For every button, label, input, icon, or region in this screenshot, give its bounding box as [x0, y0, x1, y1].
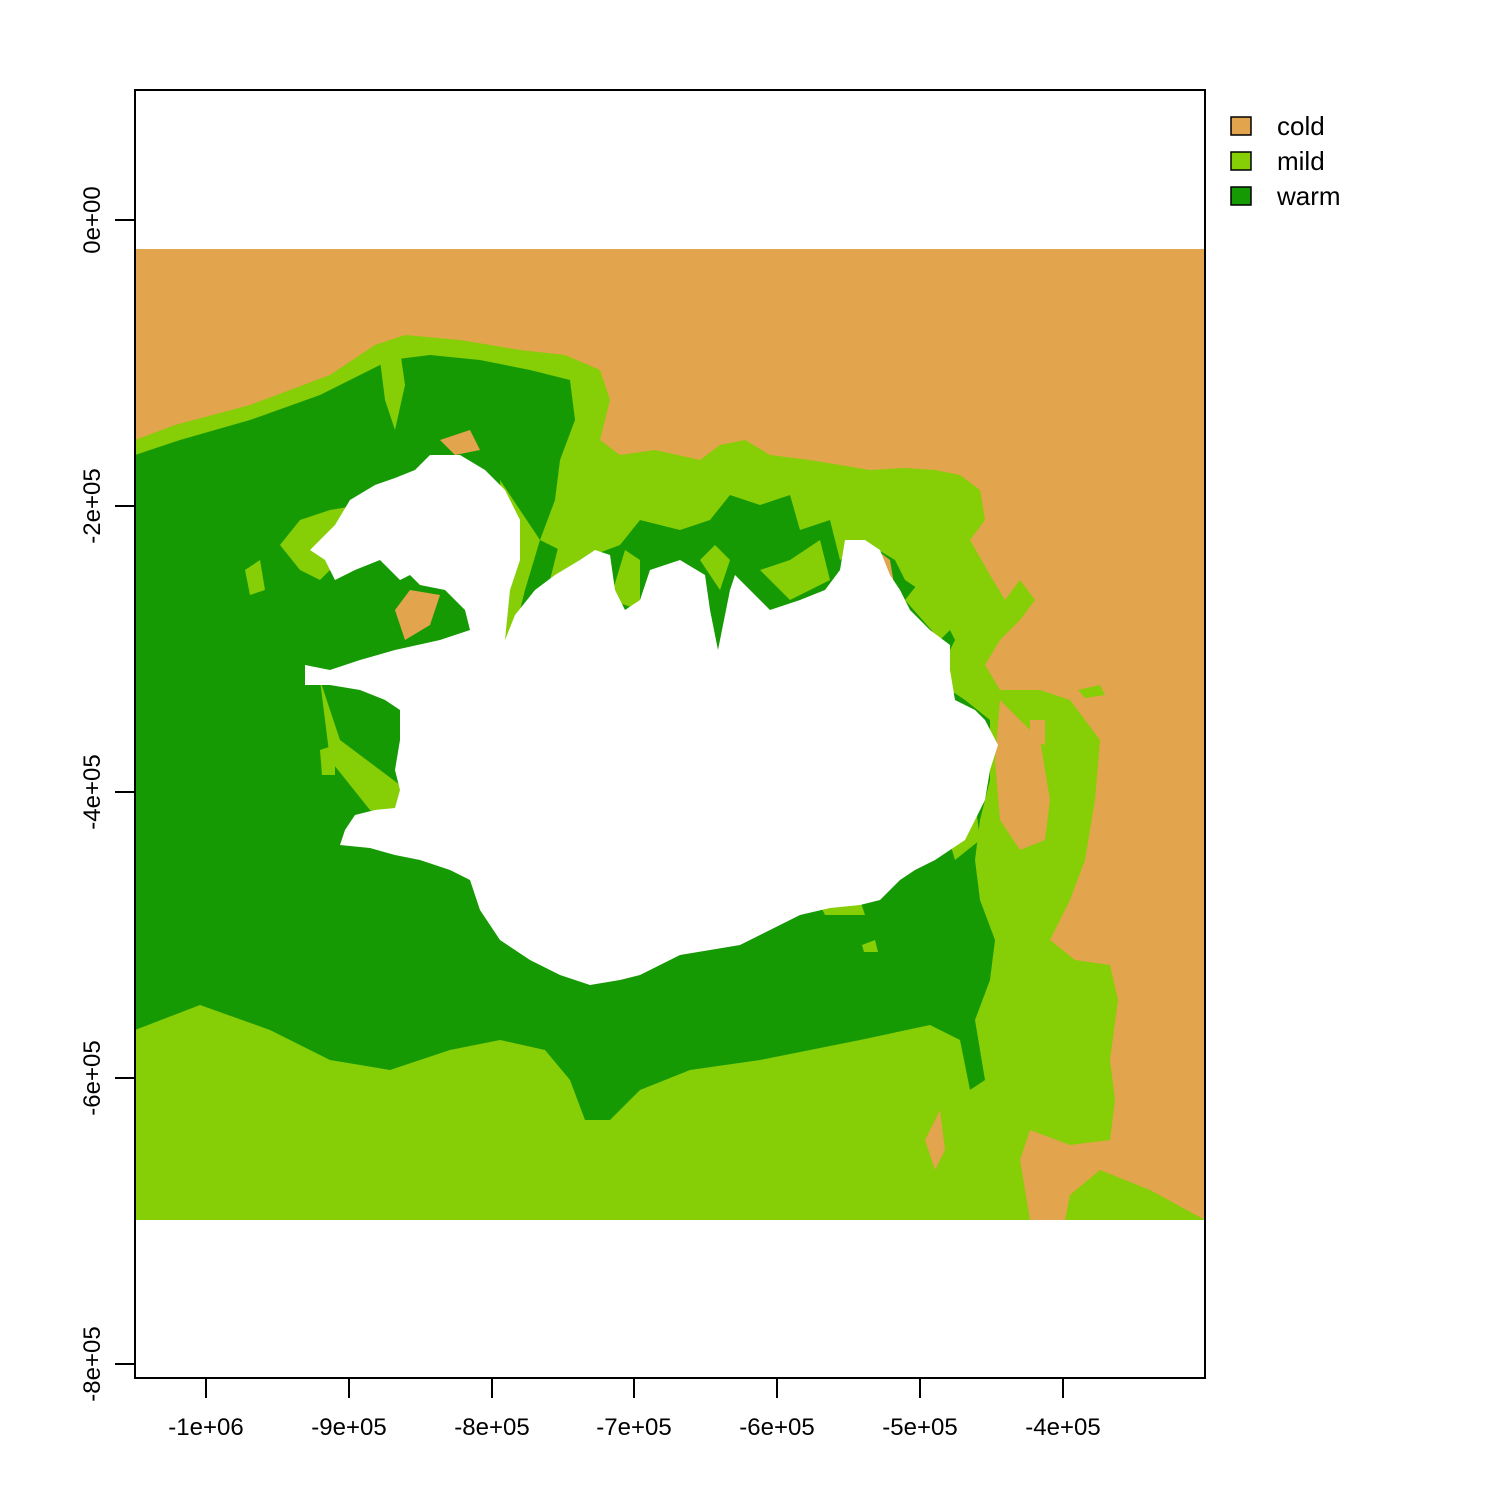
legend: cold mild warm	[1230, 111, 1341, 211]
y-tick-label: -6e+05	[79, 1040, 106, 1115]
legend-label-warm: warm	[1276, 181, 1341, 211]
x-tick-label: -6e+05	[739, 1414, 814, 1441]
mild-patch	[700, 545, 730, 590]
legend-label-cold: cold	[1277, 111, 1325, 141]
y-tick-label: -4e+05	[79, 754, 106, 829]
x-tick-label: -9e+05	[311, 1414, 386, 1441]
cold-patch	[395, 590, 440, 640]
legend-swatch-cold	[1230, 116, 1252, 136]
mild-patch	[320, 680, 420, 830]
cold-patch	[1030, 720, 1045, 745]
y-tick-label: 0e+00	[79, 186, 106, 253]
x-tick-label: -1e+06	[168, 1414, 243, 1441]
cold-patch	[925, 1110, 945, 1170]
mild-patch	[1078, 685, 1105, 698]
legend-swatch-warm	[1230, 186, 1252, 206]
y-tick-label: -2e+05	[79, 468, 106, 543]
y-axis: 0e+00 -2e+05 -4e+05 -6e+05 -8e+05	[79, 186, 136, 1402]
land-mask	[305, 455, 998, 985]
mild-patch	[760, 540, 830, 600]
x-tick-label: -8e+05	[454, 1414, 529, 1441]
x-tick-label: -7e+05	[596, 1414, 671, 1441]
legend-swatch-mild	[1230, 151, 1252, 171]
mild-patch	[245, 560, 265, 595]
mild-patch	[320, 745, 335, 775]
mild-patch	[380, 350, 405, 430]
mild-patch	[862, 940, 878, 952]
y-tick-label: -8e+05	[79, 1326, 106, 1401]
temperature-raster	[135, 249, 1205, 1220]
x-tick-label: -5e+05	[882, 1414, 957, 1441]
mild-patch	[1065, 1170, 1205, 1220]
x-axis: -1e+06 -9e+05 -8e+05 -7e+05 -6e+05 -5e+0…	[168, 1377, 1101, 1441]
mild-patch	[905, 575, 960, 640]
legend-label-mild: mild	[1277, 146, 1325, 176]
x-tick-label: -4e+05	[1025, 1414, 1100, 1441]
cold-patch	[440, 430, 480, 455]
